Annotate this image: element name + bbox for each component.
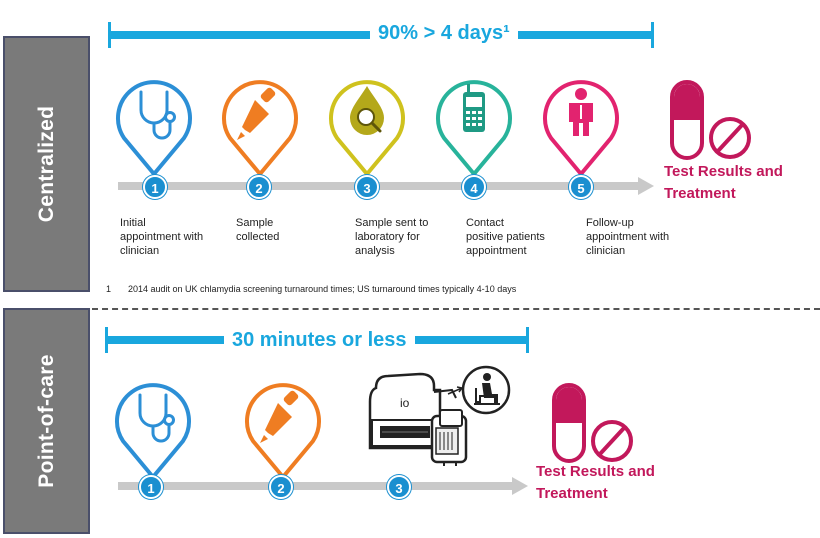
centralized-step-5-number: 5 [569,175,593,199]
centralized-step-3-text: Sample sent to laboratory for analysis [355,217,429,257]
footnote-text: 2014 audit on UK chlamydia screening tur… [128,284,517,294]
dropper-pin-icon [222,80,298,176]
footnote-number: 1 [106,284,112,294]
point-of-care-arrow-head [512,477,528,495]
pill-icon [552,383,633,463]
time-bar-right-cap [651,22,654,48]
stethoscope-pin-icon [116,80,192,176]
centralized-step-5-text: Follow-up appointment with clinician [586,217,670,257]
centralized-step-3-number: 3 [355,175,379,199]
point-of-care-section-label: Point-of-care [3,308,90,534]
time-bar-right-cap [526,327,529,353]
centralized-step-4-text: Contact positive patients appointment [466,217,545,257]
point-of-care-step-2-number: 2 [269,475,293,499]
point-of-care-step-1-number: 1 [139,475,163,499]
centralized-step-2-text: Sample collected [236,217,280,243]
centralized-result-label: Test Results and Treatment [664,163,783,202]
centralized-section-label: Centralized [3,36,90,292]
centralized-step-1-number: 1 [143,175,167,199]
point-of-care-arrow-track [118,482,512,490]
mobile-phone-pin-icon [436,80,512,176]
point-of-care-time-label: 30 minutes or less [224,329,415,352]
analyzer-device-icon: io [368,372,468,466]
dropper-pin-icon [245,383,321,479]
point-of-care-step-3-number: 3 [387,475,411,499]
point-of-care-label-text: Point-of-care [34,354,58,488]
point-of-care-result-label: Test Results and Treatment [536,463,655,502]
pill-icon [670,80,751,160]
centralized-step-4-number: 4 [462,175,486,199]
person-pin-icon [543,80,619,176]
seated-patient-icon [461,365,511,415]
centralized-time-label: 90% > 4 days¹ [370,22,518,45]
device-label: io [400,396,410,410]
drop-magnifier-pin-icon [329,80,405,176]
centralized-step-1-text: Initial appointment with clinician [120,217,204,257]
centralized-label-text: Centralized [34,105,58,223]
centralized-step-2-number: 2 [247,175,271,199]
centralized-arrow-head [638,177,654,195]
stethoscope-pin-icon [115,383,191,479]
section-divider [92,308,820,310]
